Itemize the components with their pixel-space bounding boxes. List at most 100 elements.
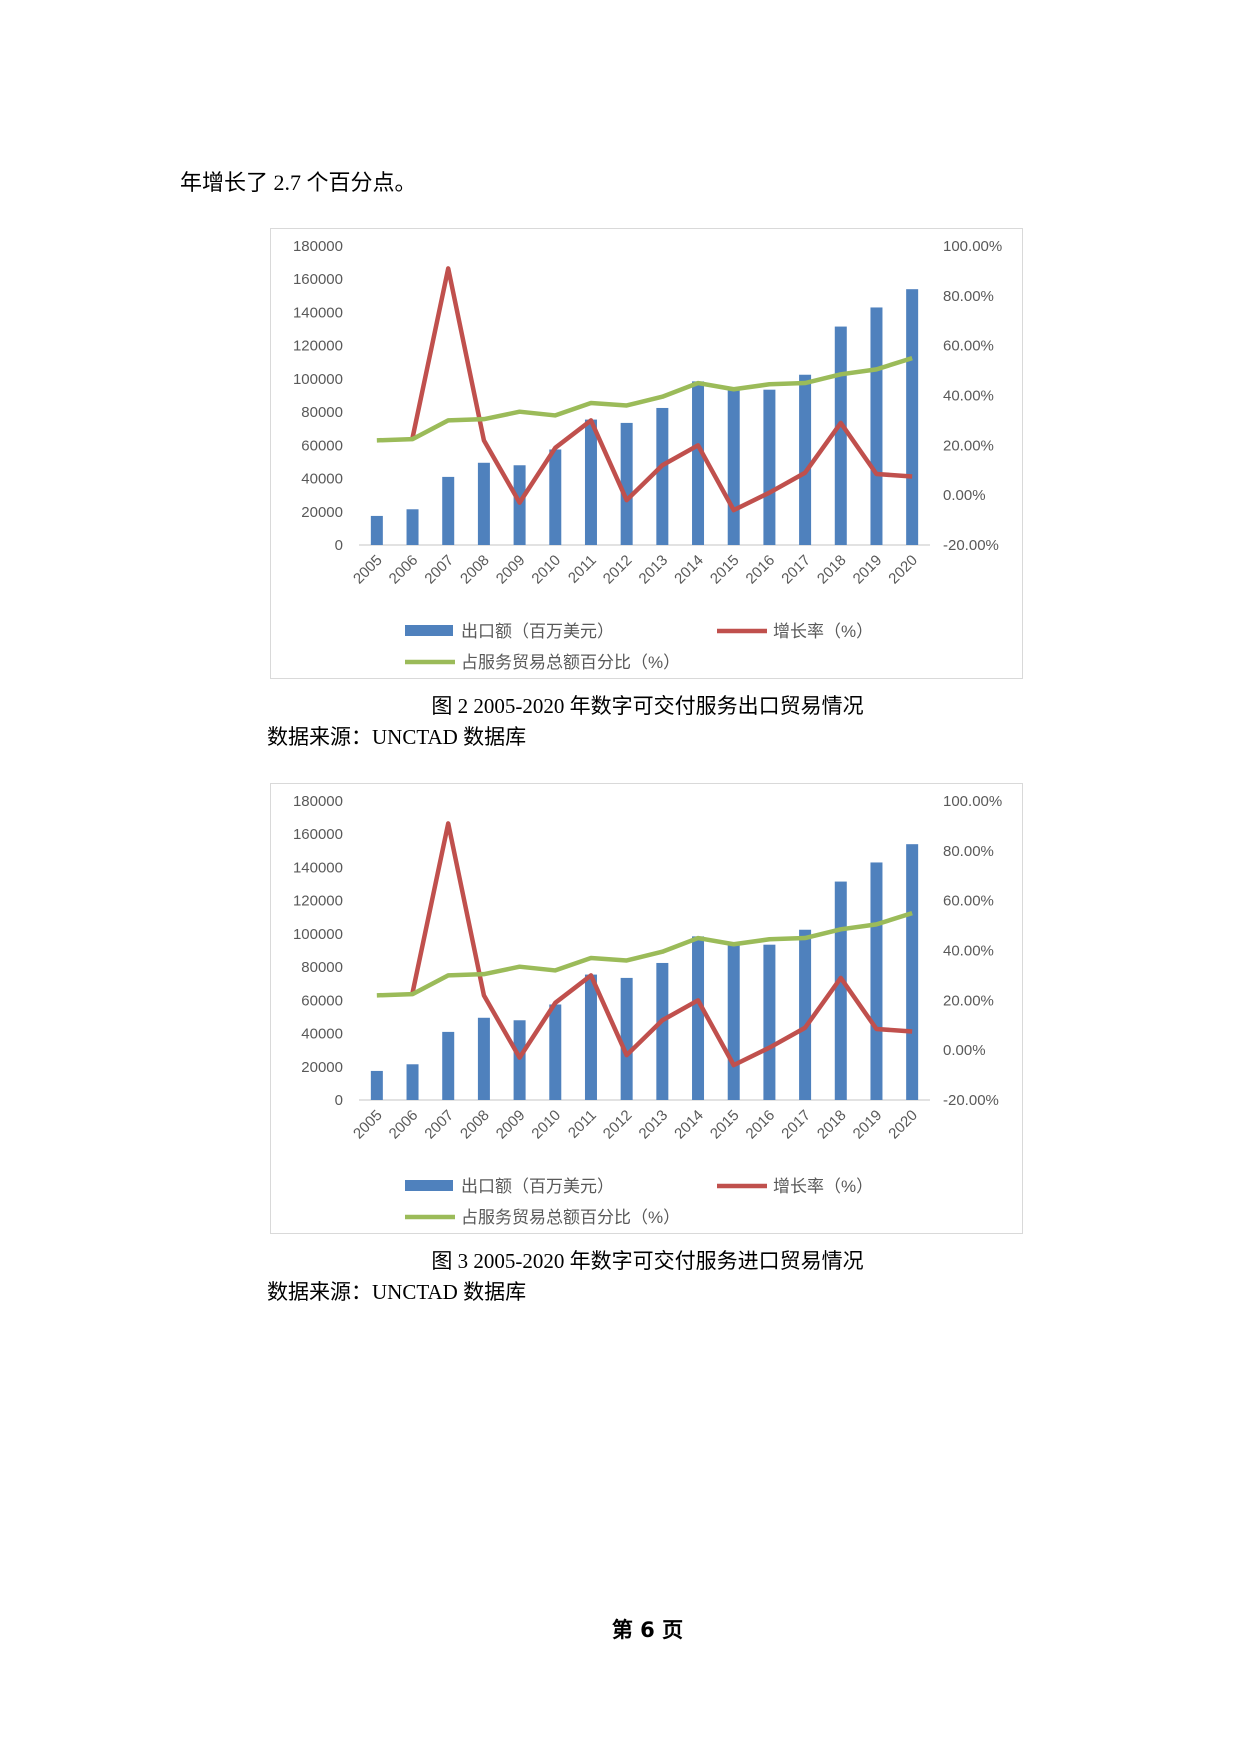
legend-swatch-bar (405, 625, 453, 636)
left-axis-tick-label: 100000 (293, 926, 343, 943)
bar-2014 (692, 381, 705, 545)
bar-2015 (727, 943, 740, 1100)
right-axis-tick-label: -20.00% (943, 537, 999, 554)
figure-3-caption: 图 3 2005-2020 年数字可交付服务进口贸易情况 (431, 1249, 864, 1273)
left-axis-tick-label: 140000 (293, 859, 343, 876)
right-axis-tick-label: 100.00% (943, 238, 1002, 255)
x-axis-tick-label: 2019 (850, 1107, 886, 1143)
bar-2017 (799, 929, 812, 1100)
left-axis-tick-label: 60000 (301, 992, 343, 1009)
left-axis-tick-label: 140000 (293, 304, 343, 321)
bar-2008 (477, 1017, 490, 1100)
bar-2018 (834, 881, 847, 1100)
series-line-1 (410, 266, 913, 513)
bar-2018 (834, 326, 847, 545)
left-axis-tick-label: 0 (335, 1092, 343, 1109)
bar-2009 (513, 465, 526, 545)
x-axis-tick-label: 2018 (814, 552, 850, 588)
x-axis-tick-label: 2014 (671, 1107, 707, 1143)
bar-2010 (549, 1004, 562, 1100)
x-axis-tick-label: 2007 (421, 1107, 457, 1143)
legend-label: 占服务贸易总额百分比（%） (461, 1208, 680, 1227)
x-axis-tick-label: 2015 (707, 552, 743, 588)
series-line-2 (376, 355, 913, 443)
bar-2020 (906, 844, 919, 1100)
intro-text: 年增长了 2.7 个百分点。 (180, 170, 417, 195)
x-axis-tick-label: 2011 (565, 552, 600, 587)
x-axis-tick-label: 2006 (386, 552, 422, 588)
page-number: 第 6 页 (611, 1618, 684, 1642)
x-axis-tick-label: 2016 (743, 1107, 779, 1143)
left-axis-tick-label: 180000 (293, 238, 343, 255)
left-axis-tick-label: 80000 (301, 404, 343, 421)
x-axis-tick-label: 2006 (386, 1107, 422, 1143)
bar-2012 (620, 977, 633, 1100)
left-axis-tick-label: 20000 (301, 1059, 343, 1076)
legend-label: 占服务贸易总额百分比（%） (461, 653, 680, 672)
x-axis-tick-label: 2010 (528, 552, 564, 588)
chart-svg: 0 20000 40000 60000 80000 100000 120000 140000 1… (293, 238, 1002, 672)
bar-2015 (727, 388, 740, 545)
x-axis-tick-label: 2016 (743, 552, 779, 588)
right-axis-tick-label: 100.00% (943, 793, 1002, 810)
bar-2016 (763, 944, 776, 1100)
x-axis-tick-label: 2008 (457, 552, 493, 588)
x-axis-tick-label: 2017 (778, 1107, 814, 1143)
bar-2005 (370, 1070, 383, 1100)
x-axis-tick-label: 2012 (600, 1107, 636, 1143)
series-line-2 (376, 910, 913, 998)
x-axis-tick-label: 2014 (671, 552, 707, 588)
figure-3-chart: 0 20000 40000 60000 80000 100000 120000 140000 1… (270, 783, 1023, 1234)
left-axis-tick-label: 80000 (301, 959, 343, 976)
right-axis-tick-label: 80.00% (943, 288, 994, 305)
x-axis-tick-label: 2009 (493, 552, 529, 588)
legend-label: 增长率（%） (773, 1177, 873, 1196)
left-axis-tick-label: 20000 (301, 504, 343, 521)
bar-2014 (692, 936, 705, 1100)
x-axis-tick-label: 2020 (885, 1107, 921, 1143)
x-axis-tick-label: 2017 (778, 552, 814, 588)
left-axis-tick-label: 40000 (301, 1026, 343, 1043)
x-axis-tick-label: 2013 (636, 1107, 672, 1143)
bar-2012 (620, 422, 633, 545)
x-axis-tick-label: 2020 (885, 552, 921, 588)
bar-2019 (870, 862, 883, 1100)
right-axis-tick-label: 20.00% (943, 992, 994, 1009)
right-axis-tick-label: 40.00% (943, 943, 994, 960)
x-axis-tick-label: 2013 (636, 552, 672, 588)
bar-2007 (442, 1031, 455, 1100)
left-axis-tick-label: 100000 (293, 371, 343, 388)
right-axis-tick-label: -20.00% (943, 1092, 999, 1109)
left-axis-tick-label: 60000 (301, 437, 343, 454)
x-axis-tick-label: 2008 (457, 1107, 493, 1143)
figure-2-chart: 0 20000 40000 60000 80000 100000 120000 140000 1… (270, 228, 1023, 679)
x-axis-tick-label: 2012 (600, 552, 636, 588)
chart-svg: 0 20000 40000 60000 80000 100000 120000 140000 1… (293, 793, 1002, 1227)
x-axis-tick-label: 2015 (707, 1107, 743, 1143)
left-axis-tick-label: 160000 (293, 271, 343, 288)
x-axis-tick-label: 2005 (350, 552, 386, 588)
x-axis-tick-label: 2009 (493, 1107, 529, 1143)
figure-3-source: 数据来源：UNCTAD 数据库 (267, 1280, 527, 1304)
figure-2-caption: 图 2 2005-2020 年数字可交付服务出口贸易情况 (431, 694, 864, 718)
legend-swatch-bar (405, 1180, 453, 1191)
left-axis-tick-label: 40000 (301, 471, 343, 488)
bar-2016 (763, 389, 776, 545)
bar-2006 (406, 509, 419, 545)
x-axis-tick-label: 2018 (814, 1107, 850, 1143)
bar-2009 (513, 1020, 526, 1100)
right-axis-tick-label: 0.00% (943, 1042, 986, 1059)
right-axis-tick-label: 80.00% (943, 843, 994, 860)
right-axis-tick-label: 20.00% (943, 437, 994, 454)
series-line-1 (410, 821, 913, 1068)
left-axis-tick-label: 160000 (293, 826, 343, 843)
right-axis-tick-label: 0.00% (943, 487, 986, 504)
bar-2017 (799, 374, 812, 545)
bar-2013 (656, 407, 669, 545)
x-axis-tick-label: 2007 (421, 552, 457, 588)
right-axis-tick-label: 40.00% (943, 388, 994, 405)
right-axis-tick-label: 60.00% (943, 893, 994, 910)
bar-2020 (906, 289, 919, 545)
bar-2008 (477, 462, 490, 545)
x-axis-tick-label: 2010 (528, 1107, 564, 1143)
